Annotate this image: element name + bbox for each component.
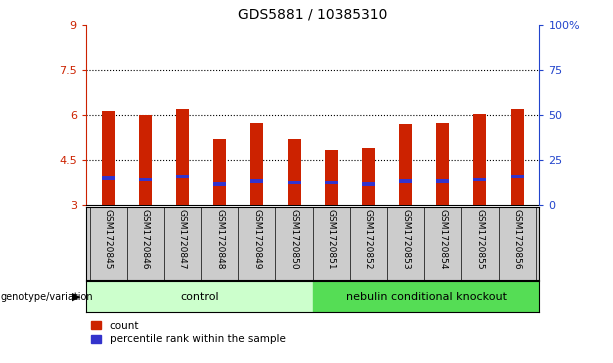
Bar xyxy=(139,178,152,181)
Bar xyxy=(139,115,152,205)
Bar xyxy=(473,178,487,181)
Legend: count, percentile rank within the sample: count, percentile rank within the sample xyxy=(91,321,286,344)
Text: GSM1720856: GSM1720856 xyxy=(512,209,522,270)
Text: nebulin conditional knockout: nebulin conditional knockout xyxy=(346,292,506,302)
Text: GSM1720845: GSM1720845 xyxy=(104,209,113,270)
Text: GSM1720855: GSM1720855 xyxy=(476,209,484,270)
Bar xyxy=(250,179,264,183)
Text: GSM1720847: GSM1720847 xyxy=(178,209,187,270)
Bar xyxy=(436,123,449,205)
Bar xyxy=(287,139,300,205)
Text: GSM1720848: GSM1720848 xyxy=(215,209,224,270)
Text: ▶: ▶ xyxy=(72,292,81,302)
Bar xyxy=(287,180,300,184)
Bar xyxy=(213,139,226,205)
Bar xyxy=(250,123,264,205)
Text: GSM1720852: GSM1720852 xyxy=(364,209,373,270)
Text: GSM1720854: GSM1720854 xyxy=(438,209,447,270)
Text: GSM1720850: GSM1720850 xyxy=(289,209,299,270)
Bar xyxy=(362,182,375,185)
Bar xyxy=(176,109,189,205)
Bar xyxy=(511,175,524,178)
Title: GDS5881 / 10385310: GDS5881 / 10385310 xyxy=(238,8,387,21)
Text: GSM1720849: GSM1720849 xyxy=(253,209,261,270)
Bar xyxy=(436,179,449,183)
Bar xyxy=(313,281,539,312)
Bar xyxy=(362,148,375,205)
Bar xyxy=(86,281,313,312)
Text: GSM1720851: GSM1720851 xyxy=(327,209,336,270)
Bar xyxy=(213,182,226,185)
Bar xyxy=(325,150,338,205)
Bar xyxy=(399,179,412,183)
Text: genotype/variation: genotype/variation xyxy=(1,292,93,302)
Bar xyxy=(176,175,189,178)
Bar xyxy=(511,109,524,205)
Bar xyxy=(473,114,487,205)
Text: GSM1720853: GSM1720853 xyxy=(401,209,410,270)
Text: control: control xyxy=(180,292,219,302)
Bar xyxy=(325,180,338,184)
Bar xyxy=(102,176,115,180)
Bar xyxy=(102,111,115,205)
Bar xyxy=(399,124,412,205)
Text: GSM1720846: GSM1720846 xyxy=(141,209,150,270)
